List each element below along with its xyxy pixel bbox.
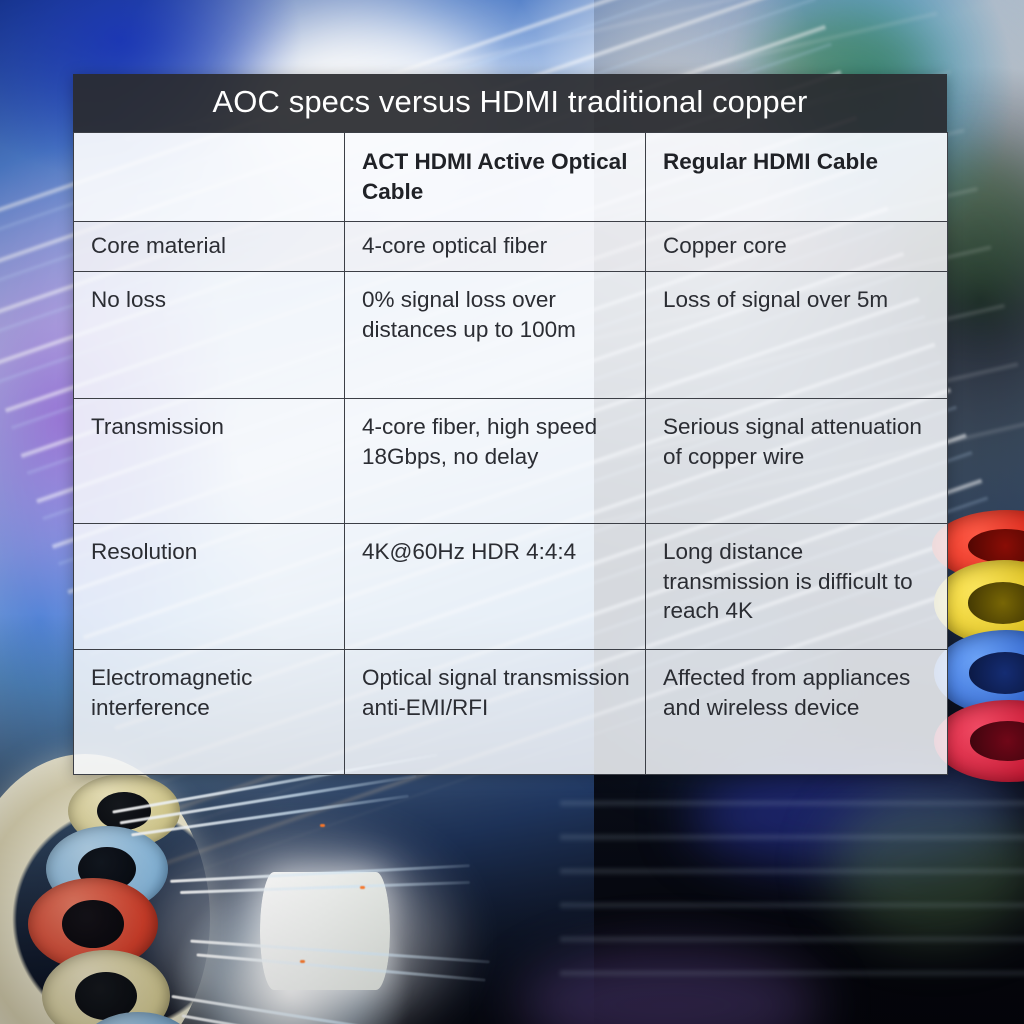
background-green-blob xyxy=(830,790,1024,940)
row-label-transmission: Transmission xyxy=(73,398,345,524)
column-header-regular: Regular HDMI Cable xyxy=(645,132,948,222)
background-navy-blob xyxy=(690,760,1020,870)
table-row: Transmission 4-core fiber, high speed 18… xyxy=(73,398,948,524)
cell-aoc-electromagnetic-interference: Optical signal transmission anti-EMI/RFI xyxy=(344,649,646,775)
cell-aoc-resolution: 4K@60Hz HDR 4:4:4 xyxy=(344,523,646,650)
table-row: Resolution 4K@60Hz HDR 4:4:4 Long distan… xyxy=(73,523,948,650)
row-label-electromagnetic-interference: Electromagnetic interference xyxy=(73,649,345,775)
cell-regular-no-loss: Loss of signal over 5m xyxy=(645,271,948,399)
column-header-spacer xyxy=(73,132,345,222)
cell-regular-electromagnetic-interference: Affected from appliances and wireless de… xyxy=(645,649,948,775)
table-title: AOC specs versus HDMI traditional copper xyxy=(73,74,947,132)
table-row: No loss 0% signal loss over distances up… xyxy=(73,271,948,399)
table-row: Electromagnetic interference Optical sig… xyxy=(73,649,948,775)
fiber-optic-cable-illustration xyxy=(0,753,490,1024)
background-horizontal-blur-bands xyxy=(560,790,1024,980)
cell-aoc-core-material: 4-core optical fiber xyxy=(344,221,646,272)
cell-regular-resolution: Long distance transmission is difficult … xyxy=(645,523,948,650)
cell-aoc-no-loss: 0% signal loss over distances up to 100m xyxy=(344,271,646,399)
row-label-core-material: Core material xyxy=(73,221,345,272)
column-header-aoc: ACT HDMI Active Optical Cable xyxy=(344,132,646,222)
fiber-tube-cream-icon xyxy=(42,950,170,1024)
cell-aoc-transmission: 4-core fiber, high speed 18Gbps, no dela… xyxy=(344,398,646,524)
comparison-table-card: AOC specs versus HDMI traditional copper… xyxy=(73,74,948,775)
row-label-no-loss: No loss xyxy=(73,271,345,399)
table-header-row: ACT HDMI Active Optical Cable Regular HD… xyxy=(73,132,948,222)
cell-regular-transmission: Serious signal attenuation of copper wir… xyxy=(645,398,948,524)
cell-regular-core-material: Copper core xyxy=(645,221,948,272)
specs-comparison-table: ACT HDMI Active Optical Cable Regular HD… xyxy=(73,132,948,775)
table-row: Core material 4-core optical fiber Coppe… xyxy=(73,221,948,272)
row-label-resolution: Resolution xyxy=(73,523,345,650)
